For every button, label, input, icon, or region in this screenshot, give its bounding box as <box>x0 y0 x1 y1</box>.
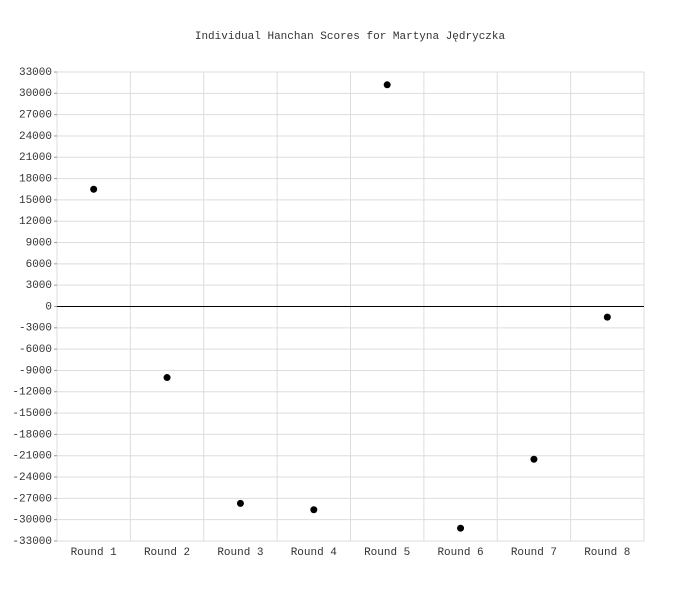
y-tick-label: -27000 <box>12 493 52 505</box>
x-tick-label: Round 3 <box>217 547 263 559</box>
y-tick-label: -3000 <box>19 323 52 335</box>
x-tick-label: Round 8 <box>584 547 630 559</box>
x-tick-label: Round 1 <box>71 547 118 559</box>
y-tick-label: -12000 <box>12 387 52 399</box>
x-tick-label: Round 5 <box>364 547 410 559</box>
y-tick-label: -30000 <box>12 515 52 527</box>
y-tick-label: 21000 <box>19 152 52 164</box>
y-tick-label: 15000 <box>19 195 52 207</box>
y-tick-label: 33000 <box>19 67 52 79</box>
point <box>530 455 538 463</box>
y-tick-label: 9000 <box>26 237 52 249</box>
x-tick-label: Round 7 <box>511 547 557 559</box>
y-tick-label: 24000 <box>19 131 52 143</box>
y-tick-label: -21000 <box>12 451 52 463</box>
y-tick-label: -9000 <box>19 365 52 377</box>
point <box>236 499 244 507</box>
y-tick-label: -6000 <box>19 344 52 356</box>
y-tick-label: -18000 <box>12 429 52 441</box>
y-tick-label: 6000 <box>26 259 52 271</box>
point <box>163 374 171 382</box>
point <box>90 185 98 193</box>
point <box>457 524 465 532</box>
point <box>603 313 611 321</box>
y-tick-label: 30000 <box>19 88 52 100</box>
x-tick-label: Round 4 <box>291 547 338 559</box>
y-tick-label: -24000 <box>12 472 52 484</box>
y-tick-label: 12000 <box>19 216 52 228</box>
y-tick-label: 27000 <box>19 110 52 122</box>
x-tick-label: Round 2 <box>144 547 190 559</box>
chart-title: Individual Hanchan Scores for Martyna Ję… <box>195 31 506 43</box>
x-tick-label: Round 6 <box>437 547 483 559</box>
y-tick-label: 3000 <box>26 280 52 292</box>
point <box>383 81 391 89</box>
y-tick-label: 18000 <box>19 173 52 185</box>
point <box>310 506 318 514</box>
y-tick-label: -15000 <box>12 408 52 420</box>
y-tick-label: 0 <box>45 301 52 313</box>
y-tick-label: -33000 <box>12 536 52 548</box>
